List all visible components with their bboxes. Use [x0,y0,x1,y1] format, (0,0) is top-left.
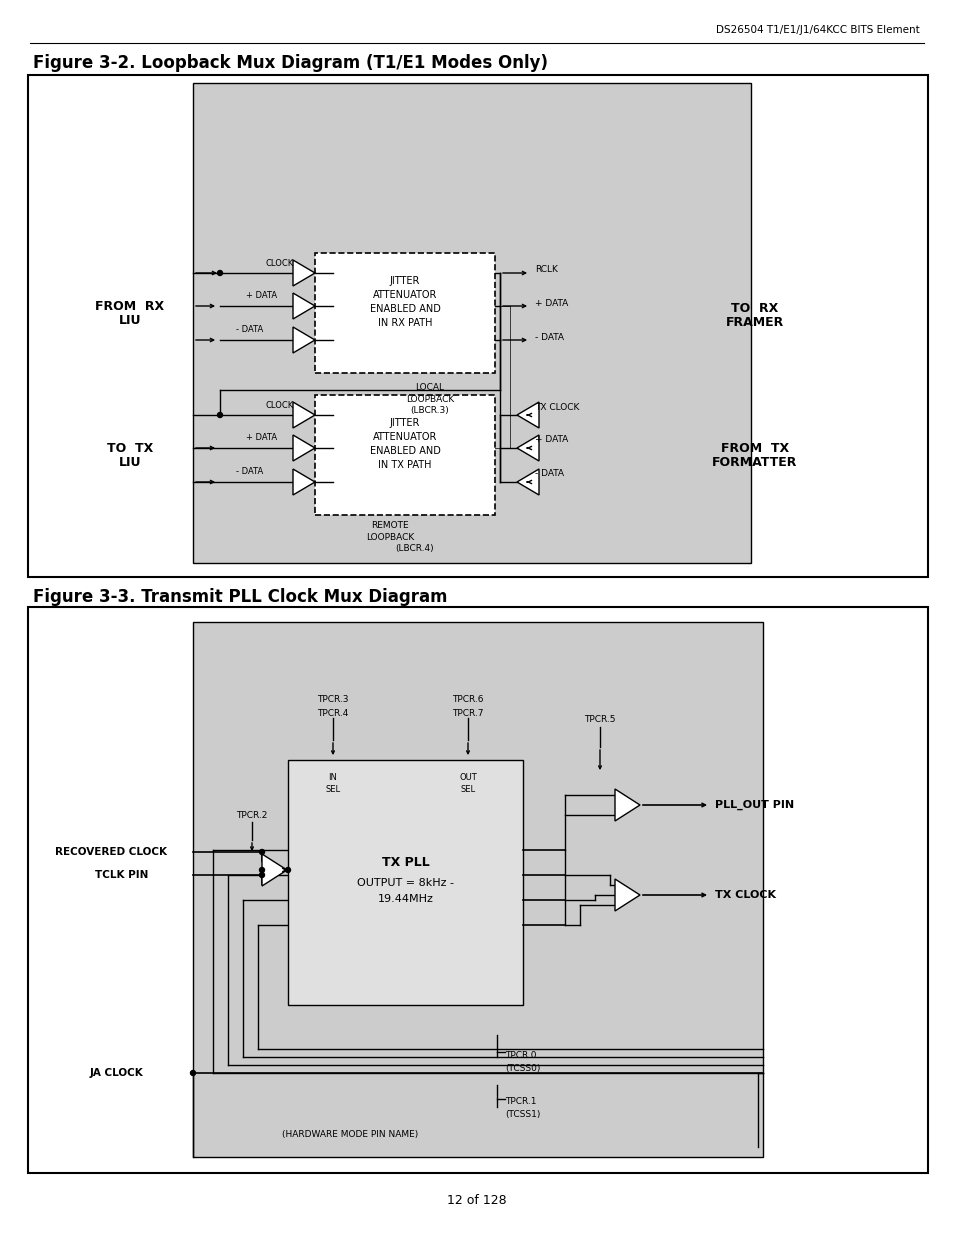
Text: (TCSS0): (TCSS0) [504,1063,539,1072]
Text: (LBCR.3): (LBCR.3) [410,406,449,415]
Polygon shape [517,403,538,429]
Text: TPCR.3: TPCR.3 [317,695,349,704]
Circle shape [191,1071,195,1076]
Text: TPCR.4: TPCR.4 [317,709,349,719]
FancyBboxPatch shape [193,83,750,563]
Text: 12 of 128: 12 of 128 [447,1193,506,1207]
Text: JITTER: JITTER [390,275,419,287]
Text: FROM  RX: FROM RX [95,300,164,312]
Text: DS26504 T1/E1/J1/64KCC BITS Element: DS26504 T1/E1/J1/64KCC BITS Element [716,25,919,35]
Text: ENABLED AND: ENABLED AND [369,304,440,314]
Text: - DATA: - DATA [235,468,263,477]
Circle shape [259,867,264,872]
Text: REMOTE: REMOTE [371,520,409,530]
FancyBboxPatch shape [288,760,522,1005]
Polygon shape [293,403,314,429]
Polygon shape [293,435,314,461]
Text: ATTENUATOR: ATTENUATOR [373,432,436,442]
Circle shape [217,412,222,417]
Text: ATTENUATOR: ATTENUATOR [373,290,436,300]
Text: TPCR.2: TPCR.2 [236,810,268,820]
Polygon shape [262,853,287,885]
Text: + DATA: + DATA [246,291,276,300]
Text: SEL: SEL [325,785,340,794]
FancyBboxPatch shape [28,606,927,1173]
Text: SEL: SEL [460,785,475,794]
Circle shape [285,867,291,872]
Text: TX CLOCK: TX CLOCK [535,403,578,411]
FancyBboxPatch shape [314,395,495,515]
Text: PLL_OUT PIN: PLL_OUT PIN [714,800,793,810]
Text: (LBCR.4): (LBCR.4) [395,545,434,553]
Text: JITTER: JITTER [390,417,419,429]
FancyBboxPatch shape [314,253,495,373]
Text: LOOPBACK: LOOPBACK [405,394,454,404]
Text: TPCR.6: TPCR.6 [452,695,483,704]
Text: TPCR.5: TPCR.5 [583,715,615,725]
Polygon shape [293,293,314,319]
Polygon shape [517,469,538,495]
Text: RCLK: RCLK [535,266,558,274]
Text: TPCR.1: TPCR.1 [504,1098,536,1107]
Text: (HARDWARE MODE PIN NAME): (HARDWARE MODE PIN NAME) [281,1130,417,1140]
FancyBboxPatch shape [193,622,762,1157]
Text: Figure 3-3. Transmit PLL Clock Mux Diagram: Figure 3-3. Transmit PLL Clock Mux Diagr… [33,588,447,606]
Text: OUT: OUT [458,773,476,783]
Text: TO  TX: TO TX [107,441,153,454]
Text: ENABLED AND: ENABLED AND [369,446,440,456]
Text: + DATA: + DATA [246,433,276,442]
Text: LOOPBACK: LOOPBACK [366,532,414,541]
Text: - DATA: - DATA [535,332,563,342]
Polygon shape [293,261,314,287]
Text: TCLK PIN: TCLK PIN [95,869,149,881]
Circle shape [217,270,222,275]
Circle shape [259,872,264,878]
Text: TX PLL: TX PLL [381,856,429,869]
Text: RECOVERED CLOCK: RECOVERED CLOCK [55,847,167,857]
Text: (TCSS1): (TCSS1) [504,1110,539,1119]
Text: TPCR.7: TPCR.7 [452,709,483,719]
FancyBboxPatch shape [28,75,927,577]
Polygon shape [615,879,639,911]
Text: TO  RX: TO RX [731,301,778,315]
Text: JA CLOCK: JA CLOCK [90,1068,144,1078]
Polygon shape [517,435,538,461]
Polygon shape [293,327,314,353]
Text: LIU: LIU [118,315,141,327]
Text: + DATA: + DATA [535,436,568,445]
Text: CLOCK: CLOCK [266,258,294,268]
Text: - DATA: - DATA [535,469,563,478]
Text: TPCR.0: TPCR.0 [504,1051,536,1060]
Text: + DATA: + DATA [535,299,568,308]
Text: 19.44MHz: 19.44MHz [377,893,433,904]
Text: IN RX PATH: IN RX PATH [377,317,432,329]
Text: LOCAL: LOCAL [416,383,444,391]
Text: IN: IN [328,773,337,783]
Polygon shape [293,469,314,495]
Text: Figure 3-2. Loopback Mux Diagram (T1/E1 Modes Only): Figure 3-2. Loopback Mux Diagram (T1/E1 … [33,54,547,72]
Polygon shape [615,789,639,821]
Text: - DATA: - DATA [235,326,263,335]
Text: OUTPUT = 8kHz -: OUTPUT = 8kHz - [356,878,454,888]
Text: FRAMER: FRAMER [725,316,783,330]
Text: FORMATTER: FORMATTER [712,457,797,469]
Text: TX CLOCK: TX CLOCK [714,890,775,900]
Text: FROM  TX: FROM TX [720,441,788,454]
Text: IN TX PATH: IN TX PATH [377,459,432,471]
Text: CLOCK: CLOCK [266,400,294,410]
Text: LIU: LIU [118,457,141,469]
Circle shape [259,850,264,855]
